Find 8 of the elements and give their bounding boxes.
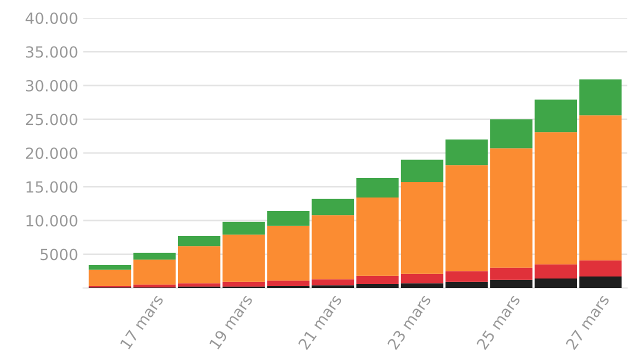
y-tick-label: 30.000 [26,80,78,92]
y-tick-label: 20.000 [26,147,78,160]
y-tick-label: 25.000 [26,114,78,126]
y-tick-label: 5000 [40,248,78,260]
y-tick-label: 15.000 [26,181,78,193]
y-tick-label: 10.000 [26,214,78,227]
y-tick-label: 40.000 [26,12,78,24]
y-tick-label: 35.000 [26,46,78,58]
